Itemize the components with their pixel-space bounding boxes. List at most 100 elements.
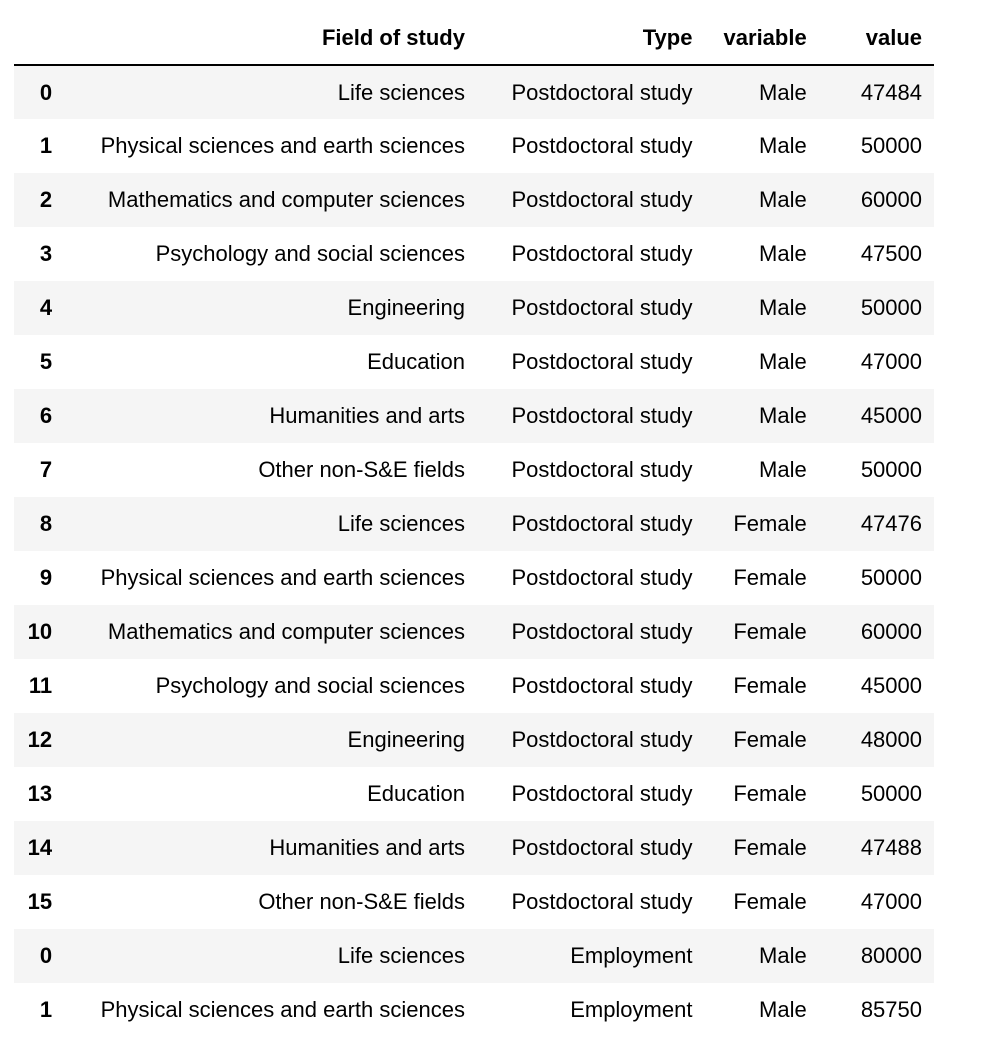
row-index-cell: 0: [39, 943, 53, 968]
row-index-cell: 1: [39, 133, 53, 158]
type-cell: Postdoctoral study: [511, 673, 693, 698]
type-cell: Postdoctoral study: [511, 349, 693, 374]
field-of-study-cell: Psychology and social sciences: [155, 673, 465, 698]
table-row: 13 Education Postdoctoral study Female 50000: [14, 767, 934, 821]
table-row: 12 Engineering Postdoctoral study Female 480…: [14, 713, 934, 767]
variable-cell: Male: [759, 997, 807, 1022]
field-of-study-cell: Mathematics and computer sciences: [107, 619, 465, 644]
value-cell: 50000: [860, 565, 922, 590]
field-of-study-cell: Psychology and social sciences: [155, 241, 465, 266]
variable-cell: Female: [733, 889, 807, 914]
value-cell: 50000: [860, 295, 922, 320]
field-of-study-cell: Humanities and arts: [269, 403, 465, 428]
variable-cell: Female: [733, 565, 807, 590]
table-row: 10 Mathematics and computer sciences Postd…: [14, 605, 934, 659]
table-row: 0 Life sciences Employment Male 80000: [14, 929, 934, 983]
value-cell: 48000: [860, 727, 922, 752]
type-cell: Postdoctoral study: [511, 781, 693, 806]
field-of-study-cell: Life sciences: [337, 943, 465, 968]
variable-cell: Female: [733, 835, 807, 860]
type-cell: Postdoctoral study: [511, 133, 693, 158]
field-of-study-cell: Other non-S&E fields: [258, 889, 465, 914]
table-row: 9 Physical sciences and earth sciences Pos…: [14, 551, 934, 605]
field-of-study-cell: Life sciences: [337, 79, 465, 105]
variable-cell: Female: [733, 511, 807, 536]
variable-cell: Male: [759, 457, 807, 482]
field-of-study-cell: Other non-S&E fields: [258, 457, 465, 482]
row-index-cell: 9: [39, 565, 53, 590]
value-cell: 47500: [860, 241, 922, 266]
type-cell: Postdoctoral study: [511, 187, 693, 212]
row-index-cell: 11: [28, 673, 53, 698]
value-cell: 50000: [860, 457, 922, 482]
field-of-study-cell: Humanities and arts: [269, 835, 465, 860]
table-row: 2 Mathematics and computer sciences Postdo…: [14, 173, 934, 227]
field-of-study-cell: Engineering: [347, 727, 465, 752]
dataframe-table: Field of study Type variable value 0 Life…: [14, 11, 934, 1037]
value-cell: 60000: [860, 619, 922, 644]
table-row: 8 Life sciences Postdoctoral study Female 47…: [14, 497, 934, 551]
row-index-cell: 1: [39, 997, 53, 1022]
table-row: 5 Education Postdoctoral study Male 47000: [14, 335, 934, 389]
variable-cell: Male: [759, 133, 807, 158]
row-index-cell: 8: [39, 511, 53, 536]
type-cell: Postdoctoral study: [511, 511, 693, 536]
variable-cell: Male: [759, 943, 807, 968]
header-row: Field of study Type variable value: [14, 11, 934, 66]
value-cell: 50000: [860, 133, 922, 158]
value-cell: 45000: [860, 673, 922, 698]
variable-cell: Male: [759, 187, 807, 212]
field-of-study-cell: Physical sciences and earth sciences: [100, 565, 465, 590]
type-cell: Employment: [570, 997, 693, 1022]
header-type: Type: [476, 11, 705, 66]
variable-cell: Female: [733, 781, 807, 806]
table-row: 3 Psychology and social sciences Postdocto…: [14, 227, 934, 281]
value-cell: 80000: [860, 943, 922, 968]
variable-cell: Male: [759, 349, 807, 374]
type-cell: Postdoctoral study: [511, 619, 693, 644]
field-of-study-cell: Physical sciences and earth sciences: [100, 997, 465, 1022]
row-index-cell: 10: [27, 619, 53, 644]
field-of-study-cell: Education: [367, 349, 465, 374]
type-cell: Postdoctoral study: [511, 727, 693, 752]
value-cell: 47484: [860, 79, 922, 105]
type-cell: Employment: [570, 943, 693, 968]
table-row: 7 Other non-S&E fields Postdoctoral study M…: [14, 443, 934, 497]
row-index-cell: 15: [27, 889, 53, 914]
variable-cell: Female: [733, 619, 807, 644]
field-of-study-cell: Life sciences: [337, 511, 465, 536]
variable-cell: Male: [759, 241, 807, 266]
field-of-study-cell: Physical sciences and earth sciences: [100, 133, 465, 158]
row-index-cell: 3: [39, 241, 53, 266]
value-cell: 85750: [860, 997, 922, 1022]
variable-cell: Male: [759, 403, 807, 428]
value-cell: 45000: [860, 403, 922, 428]
row-index-cell: 14: [27, 835, 53, 860]
field-of-study-cell: Engineering: [347, 295, 465, 320]
table-row: 15 Other non-S&E fields Postdoctoral study…: [14, 875, 934, 929]
field-of-study-cell: Mathematics and computer sciences: [107, 187, 465, 212]
table-row: 1 Physical sciences and earth sciences Pos…: [14, 119, 934, 173]
table-row: 11 Psychology and social sciences Postdoct…: [14, 659, 934, 713]
row-index-cell: 13: [27, 781, 53, 806]
row-index-cell: 2: [39, 187, 53, 212]
header-index: [14, 11, 65, 66]
variable-cell: Male: [759, 295, 807, 320]
type-cell: Postdoctoral study: [511, 889, 693, 914]
type-cell: Postdoctoral study: [511, 241, 693, 266]
row-index-cell: 5: [39, 349, 53, 374]
variable-cell: Male: [759, 79, 807, 105]
field-of-study-cell: Education: [367, 781, 465, 806]
value-cell: 60000: [860, 187, 922, 212]
value-cell: 47488: [860, 835, 922, 860]
table-row: 1 Physical sciences and earth sciences Emp…: [14, 983, 934, 1037]
value-cell: 47476: [860, 511, 922, 536]
value-cell: 47000: [860, 889, 922, 914]
table-row: 0 Life sciences Postdoctoral study Male 4748…: [14, 65, 934, 119]
table-header: Field of study Type variable value: [14, 11, 934, 66]
row-index-cell: 7: [39, 457, 53, 482]
type-cell: Postdoctoral study: [511, 79, 693, 105]
variable-cell: Female: [733, 727, 807, 752]
row-index-cell: 12: [27, 727, 53, 752]
row-index-cell: 0: [39, 79, 53, 105]
